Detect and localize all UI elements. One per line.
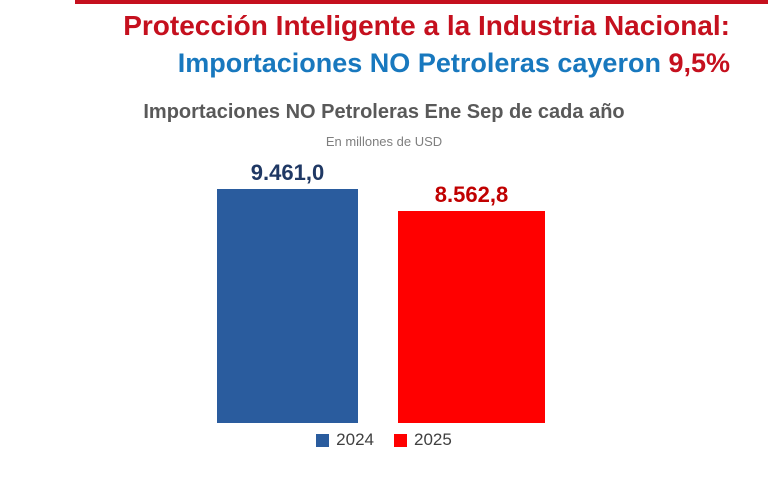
headline-block: Protección Inteligente a la Industria Na… [0, 7, 730, 81]
chart-title: Importaciones NO Petroleras Ene Sep de c… [143, 101, 625, 123]
legend-label-2025: 2025 [414, 430, 452, 449]
legend-swatch-2024-icon [316, 433, 330, 447]
legend-swatch-2025-icon [394, 433, 407, 447]
legend-item-2025: 2025 [394, 430, 452, 450]
headline-line2: Importaciones NO Petroleras cayeron 9,5% [0, 45, 730, 81]
legend-item-2024: 2024 [316, 430, 374, 450]
headline-line1: Protección Inteligente a la Industria Na… [123, 10, 730, 41]
bar-value-label-2024: 9.461,0 [250, 160, 325, 185]
bar-2024 [217, 189, 358, 423]
top-accent-strip [75, 0, 768, 4]
chart-legend: 2024 2025 [0, 430, 768, 450]
headline-line2-main: Importaciones NO Petroleras cayeron [177, 48, 669, 78]
legend-label-2024: 2024 [336, 430, 374, 449]
bar-2025 [398, 211, 545, 423]
bar-value-label-2025: 8.562,8 [434, 182, 509, 207]
headline-percentage: 9,5% [668, 48, 730, 78]
chart-subtitle: En millones de USD [325, 134, 443, 149]
